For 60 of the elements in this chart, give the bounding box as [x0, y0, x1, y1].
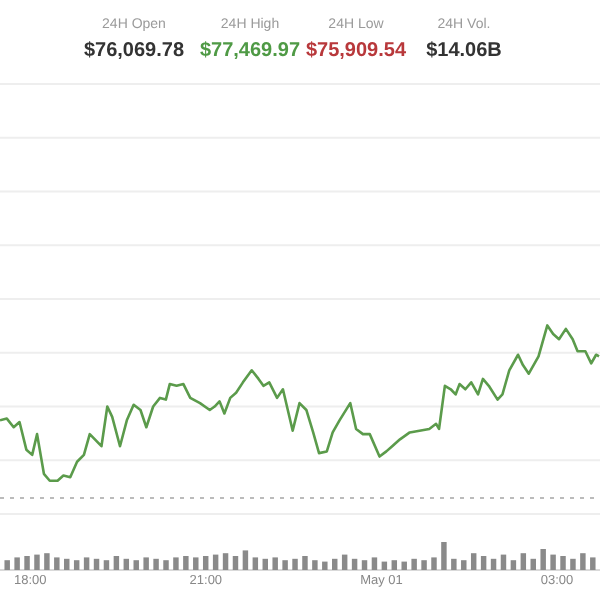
- bar: [470, 553, 477, 570]
- text: $14.06B: [426, 40, 502, 62]
- bar: [411, 558, 417, 570]
- bar: [163, 560, 169, 570]
- bar: [64, 558, 70, 570]
- bar: [490, 558, 497, 570]
- bar: [4, 560, 10, 570]
- bar: [590, 557, 596, 570]
- text: $77,469.97: [199, 40, 301, 62]
- bar: [183, 556, 189, 570]
- bar: [351, 558, 358, 570]
- text: $76,069.78: [83, 40, 185, 62]
- bar: [272, 557, 278, 570]
- bar: [54, 557, 60, 570]
- bar: [44, 553, 50, 570]
- bar: [391, 560, 398, 570]
- bar: [93, 558, 100, 570]
- bar: [232, 556, 239, 570]
- bar: [451, 558, 457, 570]
- bar: [292, 558, 298, 570]
- bar: [202, 556, 209, 570]
- bar: [24, 556, 30, 570]
- bar: [560, 556, 566, 570]
- bar: [193, 557, 199, 570]
- bar: [252, 557, 259, 570]
- bar: [332, 558, 338, 570]
- bar: [461, 560, 467, 570]
- bar: [103, 560, 110, 570]
- bar: [282, 560, 288, 570]
- bar: [510, 560, 517, 570]
- bar: [173, 557, 179, 570]
- bar: [153, 558, 159, 570]
- bar: [302, 556, 308, 570]
- bar: [222, 553, 229, 570]
- text: $75,909.54: [305, 40, 407, 62]
- bar: [570, 558, 576, 570]
- bar: [441, 542, 447, 570]
- bar: [83, 557, 90, 570]
- bar: [580, 553, 586, 570]
- bar: [123, 558, 130, 570]
- bar: [361, 560, 368, 570]
- bar: [113, 556, 120, 570]
- bar: [371, 557, 378, 570]
- bar: [14, 557, 20, 570]
- bar: [530, 558, 536, 570]
- bar: [431, 557, 437, 570]
- bar: [34, 554, 40, 570]
- bar: [421, 560, 427, 570]
- bar: [262, 558, 268, 570]
- bar: [322, 561, 328, 570]
- bar: [520, 553, 527, 570]
- bar: [540, 549, 546, 570]
- bar: [133, 560, 139, 570]
- bar: [550, 554, 556, 570]
- bar: [401, 561, 407, 570]
- bar: [242, 550, 249, 570]
- bar: [480, 556, 487, 570]
- bar: [73, 560, 80, 570]
- bar: [143, 557, 149, 570]
- bar: [312, 560, 318, 570]
